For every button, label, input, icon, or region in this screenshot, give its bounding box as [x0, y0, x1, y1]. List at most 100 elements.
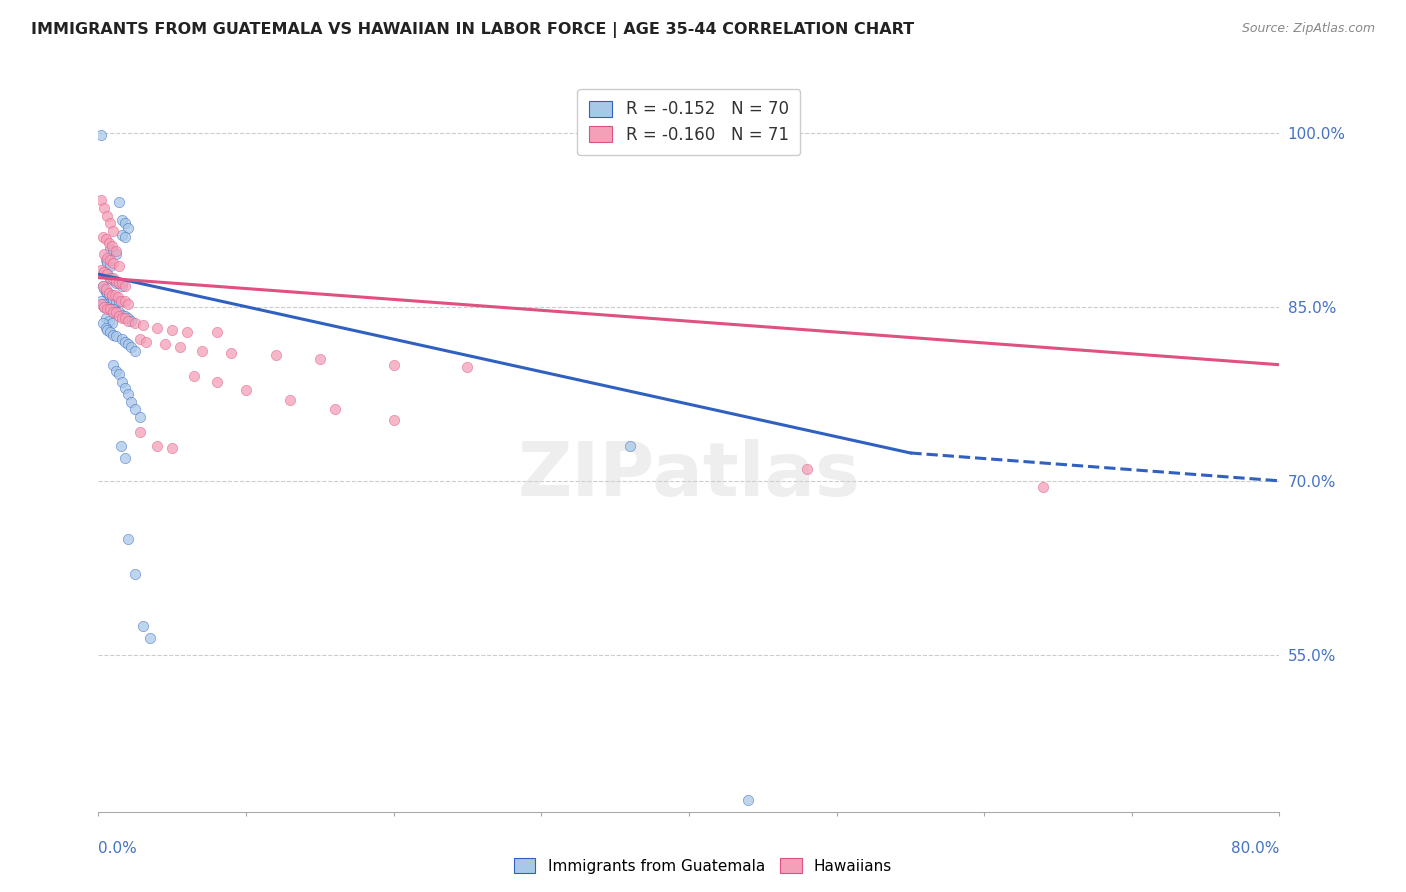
Point [128, 409, 150, 424]
Point [103, 305, 125, 319]
Point [111, 277, 134, 291]
Point [90, 262, 112, 277]
Point [108, 309, 131, 323]
Point [114, 216, 136, 230]
Point [90, 297, 112, 311]
Point [114, 311, 136, 326]
Point [91, 278, 114, 293]
Point [100, 288, 122, 302]
Point [221, 346, 243, 360]
Point [94, 282, 117, 296]
Point [98, 253, 121, 268]
Point [183, 369, 205, 384]
Point [117, 220, 139, 235]
Point [100, 239, 122, 253]
Point [323, 401, 346, 416]
Point [128, 425, 150, 439]
Point [93, 282, 115, 296]
Point [169, 340, 191, 354]
Point [114, 230, 136, 244]
Point [124, 401, 146, 416]
Point [108, 277, 131, 291]
Point [120, 313, 142, 327]
Legend: R = -0.152   N = 70, R = -0.160   N = 71: R = -0.152 N = 70, R = -0.160 N = 71 [578, 88, 800, 155]
Point [90, 128, 112, 142]
Point [105, 274, 128, 288]
Point [93, 265, 115, 279]
Point [98, 301, 121, 316]
Legend: Immigrants from Guatemala, Hawaiians: Immigrants from Guatemala, Hawaiians [508, 852, 898, 880]
Point [104, 288, 127, 302]
Point [108, 367, 131, 381]
Point [114, 278, 136, 293]
Point [103, 293, 125, 307]
Point [100, 290, 122, 304]
Point [120, 395, 142, 409]
Point [153, 336, 176, 351]
Point [96, 267, 118, 281]
Point [105, 244, 128, 258]
Text: ZIPatlas: ZIPatlas [517, 439, 860, 512]
Point [264, 348, 287, 362]
Point [120, 340, 142, 354]
Point [94, 253, 117, 268]
Point [111, 308, 134, 322]
Point [98, 242, 121, 256]
Point [96, 255, 118, 269]
Point [103, 301, 125, 316]
Point [103, 358, 125, 372]
Point [111, 278, 134, 293]
Point [108, 259, 131, 273]
Point [94, 320, 117, 334]
Point [98, 301, 121, 316]
Point [96, 300, 118, 314]
Point [91, 297, 114, 311]
Point [90, 293, 112, 308]
Point [97, 313, 120, 327]
Point [93, 300, 115, 314]
Point [111, 375, 134, 389]
Point [128, 332, 150, 346]
Point [309, 351, 332, 366]
Point [98, 270, 121, 285]
Point [108, 195, 131, 210]
Text: 80.0%: 80.0% [1232, 841, 1279, 856]
Point [103, 255, 125, 269]
Point [117, 532, 139, 546]
Point [105, 277, 128, 291]
Point [105, 293, 128, 308]
Point [105, 247, 128, 261]
Point [98, 259, 121, 273]
Point [132, 619, 155, 633]
Point [111, 311, 134, 326]
Point [90, 193, 112, 207]
Point [108, 305, 131, 319]
Point [108, 293, 131, 308]
Point [111, 227, 134, 242]
Point [96, 285, 118, 300]
Point [91, 230, 114, 244]
Point [117, 386, 139, 401]
Point [135, 334, 157, 349]
Text: Source: ZipAtlas.com: Source: ZipAtlas.com [1241, 22, 1375, 36]
Point [117, 336, 139, 351]
Point [103, 270, 125, 285]
Point [111, 332, 134, 346]
Point [117, 313, 139, 327]
Point [146, 320, 169, 334]
Point [96, 301, 118, 316]
Point [457, 359, 479, 374]
Point [98, 325, 121, 339]
Point [91, 316, 114, 330]
Point [103, 244, 125, 258]
Point [105, 363, 128, 377]
Point [98, 216, 121, 230]
Point [382, 413, 405, 427]
Point [205, 375, 228, 389]
Point [162, 442, 183, 456]
Point [105, 328, 128, 343]
Point [105, 305, 128, 319]
Point [110, 293, 132, 308]
Point [382, 358, 405, 372]
Point [619, 439, 641, 453]
